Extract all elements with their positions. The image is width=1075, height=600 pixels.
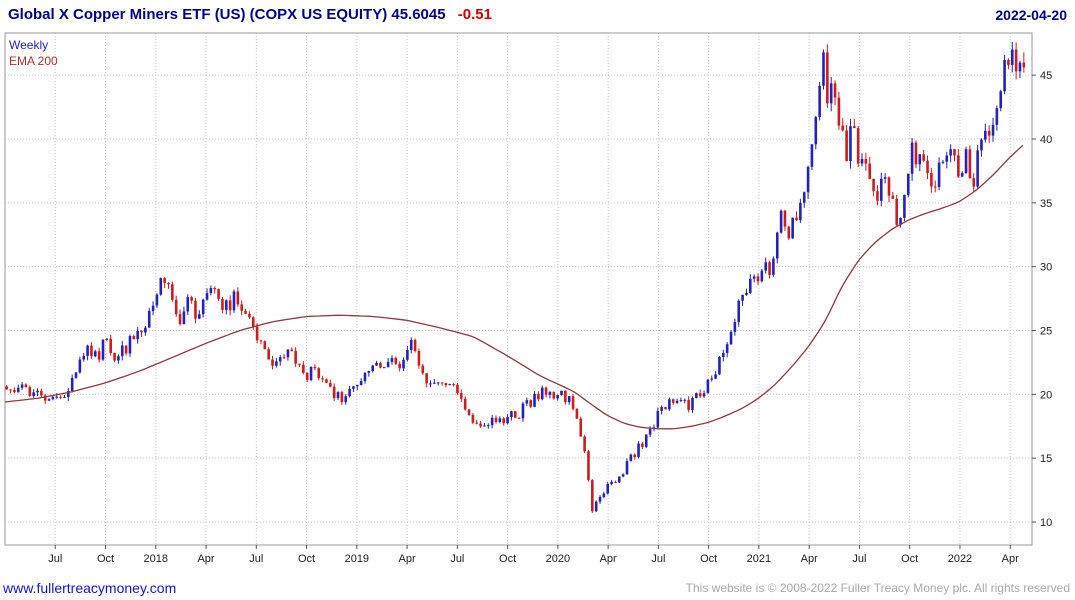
legend-weekly-label: Weekly bbox=[9, 38, 49, 52]
svg-text:Jul: Jul bbox=[249, 553, 263, 565]
footer-link[interactable]: www.fullertreacymoney.com bbox=[3, 580, 177, 596]
footer-copyright: This website is © 2008-2022 Fuller Treac… bbox=[685, 581, 1070, 595]
svg-text:Jul: Jul bbox=[651, 553, 665, 565]
svg-text:2019: 2019 bbox=[345, 553, 369, 565]
svg-text:35: 35 bbox=[1040, 198, 1052, 210]
svg-text:20: 20 bbox=[1040, 389, 1052, 401]
svg-text:Apr: Apr bbox=[1002, 553, 1019, 565]
svg-text:Apr: Apr bbox=[399, 553, 416, 565]
svg-text:2021: 2021 bbox=[747, 553, 771, 565]
chart-date: 2022-04-20 bbox=[995, 7, 1067, 23]
svg-text:30: 30 bbox=[1040, 262, 1052, 274]
svg-text:Jul: Jul bbox=[48, 553, 62, 565]
svg-text:Oct: Oct bbox=[499, 553, 516, 565]
svg-text:Oct: Oct bbox=[700, 553, 717, 565]
chart-header: Global X Copper Miners ETF (US) (COPX US… bbox=[0, 0, 1075, 30]
svg-text:2020: 2020 bbox=[546, 553, 570, 565]
svg-text:Apr: Apr bbox=[600, 553, 617, 565]
svg-text:15: 15 bbox=[1040, 453, 1052, 465]
title-group: Global X Copper Miners ETF (US) (COPX US… bbox=[8, 6, 492, 23]
svg-text:Oct: Oct bbox=[901, 553, 918, 565]
svg-text:Oct: Oct bbox=[97, 553, 114, 565]
svg-text:Jul: Jul bbox=[852, 553, 866, 565]
chart-footer: www.fullertreacymoney.com This website i… bbox=[0, 576, 1075, 600]
price-change: -0.51 bbox=[457, 6, 492, 23]
svg-text:40: 40 bbox=[1040, 134, 1052, 146]
svg-text:2022: 2022 bbox=[948, 553, 972, 565]
svg-text:10: 10 bbox=[1040, 517, 1052, 529]
chart-title: Global X Copper Miners ETF (US) (COPX US… bbox=[8, 6, 446, 23]
legend-ema-label: EMA 200 bbox=[9, 54, 58, 68]
svg-text:25: 25 bbox=[1040, 325, 1052, 337]
chart-legend: Weekly EMA 200 bbox=[9, 37, 58, 69]
svg-text:Apr: Apr bbox=[801, 553, 818, 565]
svg-text:2018: 2018 bbox=[144, 553, 168, 565]
svg-text:Jul: Jul bbox=[450, 553, 464, 565]
svg-text:45: 45 bbox=[1040, 70, 1052, 82]
svg-text:Oct: Oct bbox=[298, 553, 315, 565]
svg-text:Apr: Apr bbox=[197, 553, 214, 565]
